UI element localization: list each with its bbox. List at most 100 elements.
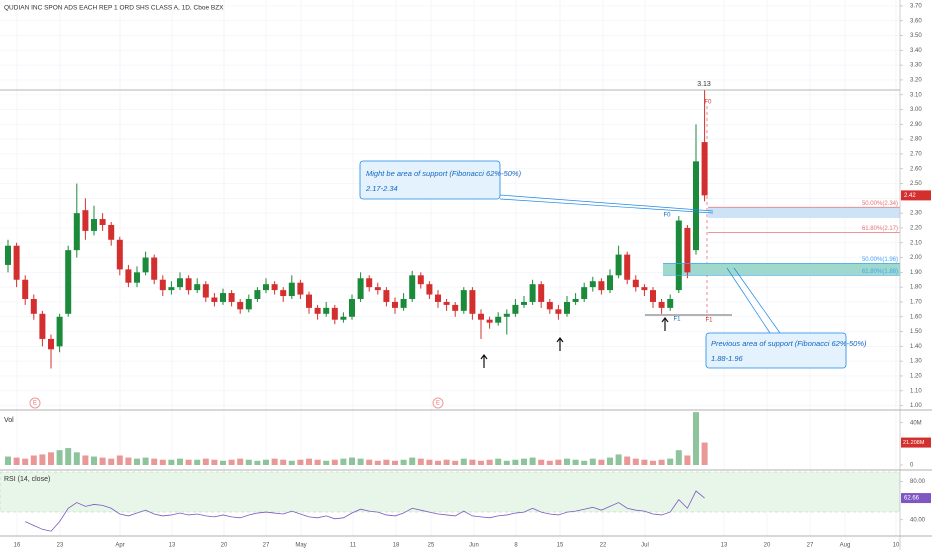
volume-bar <box>529 457 536 465</box>
volume-tag-label: 21.208M <box>903 440 925 446</box>
callout-text: Might be area of support (Fibonacci 62%-… <box>366 169 522 178</box>
candle-body <box>91 219 97 231</box>
y-tick-label: 40.00 <box>910 517 926 523</box>
candle-body <box>349 298 355 317</box>
candle-body <box>5 245 11 265</box>
candle-body <box>245 298 252 310</box>
candle-body <box>185 278 192 291</box>
volume-bar <box>13 457 20 465</box>
candle-body <box>684 227 691 273</box>
volume-bar <box>5 456 11 465</box>
candle-body <box>142 257 149 273</box>
volume-bar <box>82 455 89 465</box>
x-tick-label: 20 <box>221 543 228 549</box>
volume-bar <box>237 458 244 465</box>
y-tick-label: 2.30 <box>910 211 922 217</box>
chart-title: QUDIAN INC SPON ADS EACH REP 1 ORD SHS C… <box>4 5 224 12</box>
volume-bar <box>701 442 708 465</box>
volume-bar <box>288 460 295 465</box>
volume-bar <box>374 460 381 465</box>
candle-body <box>641 287 648 291</box>
candle-body <box>615 254 622 276</box>
candle-body <box>675 220 682 291</box>
callout-range: 1.88-1.96 <box>711 354 744 363</box>
volume-bar <box>615 454 622 465</box>
candle-body <box>538 284 545 302</box>
volume-bar <box>168 459 175 465</box>
volume-tag <box>901 437 931 448</box>
volume-bar <box>426 459 433 465</box>
fib-label: 50.00%(1.96) <box>862 257 898 263</box>
y-tick-label: 2.50 <box>910 181 922 187</box>
candle-body <box>30 298 37 314</box>
fib-point: F0 <box>663 213 671 219</box>
y-tick-label: 1.60 <box>910 314 922 320</box>
volume-bar <box>357 458 364 465</box>
candle-body <box>521 301 527 305</box>
peak-label: 3.13 <box>697 81 711 88</box>
candle-body <box>211 297 218 302</box>
volume-bar <box>546 460 553 465</box>
candle-body <box>177 278 183 288</box>
fib-label: 61.80%(2.17) <box>862 226 898 232</box>
volume-bar <box>392 460 398 465</box>
rsi-title: RSI (14, close) <box>4 476 50 483</box>
arrow <box>661 317 669 331</box>
candle-body <box>624 254 631 280</box>
y-tick-label: 0 <box>910 463 914 469</box>
volume-bar <box>116 455 123 465</box>
volume-bar <box>400 459 407 465</box>
volume-bar <box>211 459 218 465</box>
y-tick-label: 3.10 <box>910 92 922 98</box>
connector <box>726 267 771 334</box>
volume-bar <box>572 459 579 465</box>
earnings-marker[interactable] <box>432 397 444 409</box>
y-tick-label: 2.20 <box>910 226 922 232</box>
x-tick-label: Aug <box>840 543 851 549</box>
volume-bar <box>340 458 347 465</box>
earnings-marker[interactable] <box>29 397 41 409</box>
volume-bar <box>632 458 639 465</box>
y-tick-label: 1.50 <box>910 329 922 335</box>
candle-body <box>452 304 459 311</box>
candle-body <box>357 278 364 299</box>
candle-body <box>435 294 441 302</box>
candle-body <box>134 272 140 283</box>
x-tick-label: 16 <box>14 543 21 549</box>
x-tick-label: 25 <box>428 543 435 549</box>
candle-body <box>426 284 433 295</box>
candle-body <box>314 307 321 314</box>
volume-bar <box>142 457 149 465</box>
volume-bar <box>650 460 656 465</box>
candle-body <box>108 224 115 240</box>
candle-body <box>323 307 330 314</box>
volume-bar <box>91 456 97 465</box>
volume-bar <box>538 459 545 465</box>
candle-body <box>460 290 467 311</box>
volume-bar <box>99 457 106 465</box>
volume-bar <box>194 459 201 465</box>
volume-bar <box>297 459 304 465</box>
candle-body <box>13 245 20 280</box>
x-tick-label: 11 <box>350 543 357 549</box>
x-tick-label: 10 <box>893 543 900 549</box>
candle-body <box>220 293 226 302</box>
candle-body <box>340 316 347 320</box>
candle-body <box>159 279 166 291</box>
candle-body <box>650 290 656 302</box>
fib-point: F1 <box>705 318 713 324</box>
y-tick-label: 1.00 <box>910 403 922 409</box>
candle-body <box>366 278 373 288</box>
volume-bar <box>108 458 115 465</box>
rsi-line <box>25 490 705 532</box>
candle-body <box>503 313 510 317</box>
candle-body <box>263 284 269 291</box>
candle-body <box>546 301 553 310</box>
x-tick-label: 15 <box>557 543 564 549</box>
candle-body <box>701 142 708 196</box>
y-tick-label: 3.60 <box>910 18 922 24</box>
volume-bar <box>22 458 29 465</box>
y-tick-label: 40M <box>910 420 922 426</box>
earnings-label: E <box>436 401 440 407</box>
